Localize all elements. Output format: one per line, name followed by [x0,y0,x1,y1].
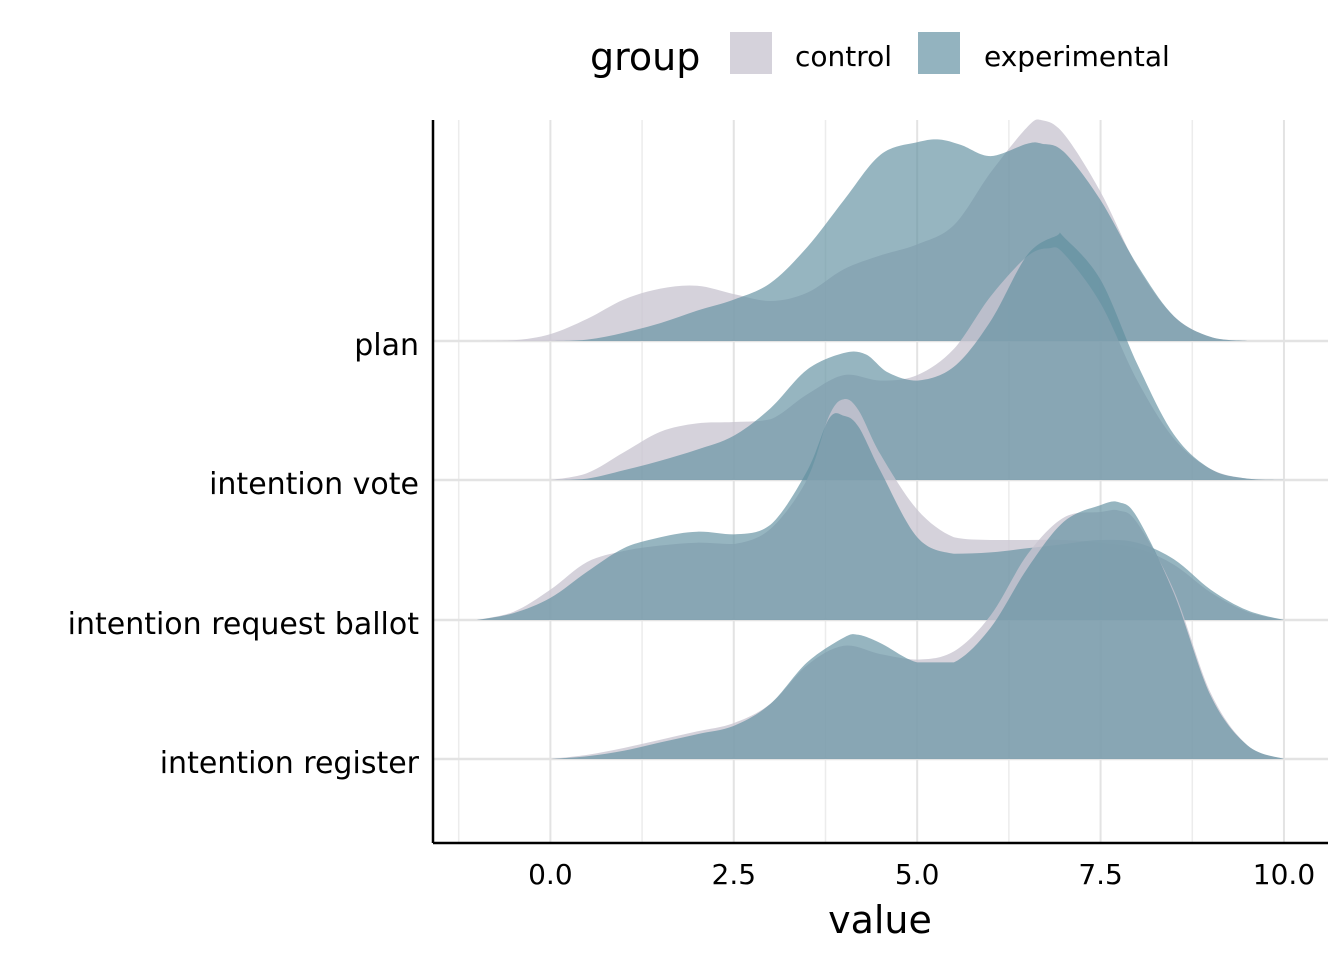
ridge-experimental-intention-vote [550,232,1284,480]
x-tick-label: 10.0 [1253,858,1315,891]
x-tick-label: 0.0 [528,858,573,891]
y-category-label: plan [354,328,419,363]
x-tick-label: 2.5 [712,858,757,891]
legend-label-experimental: experimental [984,40,1170,73]
x-tick-labels: 0.0 2.5 5.0 7.5 10.0 [528,858,1315,891]
legend-swatch-control [730,32,772,74]
legend-title: group [590,35,700,79]
legend-swatch-experimental [918,32,960,74]
x-tick-label: 5.0 [895,858,940,891]
legend: group control experimental [590,32,1170,79]
y-category-label: intention vote [209,467,419,502]
legend-label-control: control [795,40,892,73]
density-ridges [477,119,1284,759]
x-tick-label: 7.5 [1078,858,1123,891]
x-axis-title: value [828,898,932,942]
y-category-label: intention request ballot [68,607,420,642]
y-category-labels: plan intention vote intention request ball… [68,328,420,781]
ridge-experimental-intention-register [550,501,1284,759]
y-category-label: intention register [160,746,420,781]
